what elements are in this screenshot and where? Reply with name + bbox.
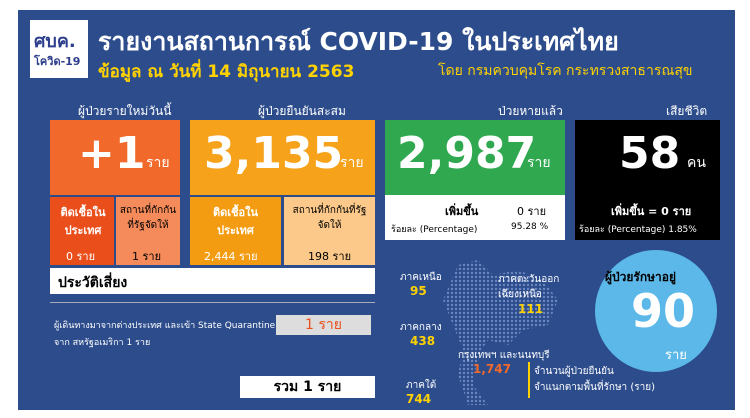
total-quarantine: สถานที่กักกันที่รัฐจัดให้ 198 ราย	[284, 197, 375, 265]
region-name: ภาคกลาง	[400, 322, 442, 333]
value: 1 ราย	[132, 250, 162, 263]
risk-header: ประวัติเสี่ยง	[50, 268, 375, 294]
total-label: ผู้ป่วยยืนยันสะสม	[258, 104, 346, 118]
region-value: 744	[406, 392, 432, 406]
total-value: 3,135	[204, 128, 344, 179]
rec-inc-label: เพิ่มขึ้น	[445, 205, 479, 218]
value: 2,444 ราย	[204, 250, 258, 263]
death-unit: คน	[687, 155, 706, 171]
total-local: ติดเชื้อในประเทศ 2,444 ราย	[190, 197, 281, 265]
risk-line2: จาก สหรัฐอเมริกา 1 ราย	[54, 338, 151, 348]
rec-pct-value: 95.28 %	[511, 222, 549, 232]
treatment-circle: ผู้ป่วยรักษาอยู่ 90 ราย	[595, 250, 717, 372]
label: สถานที่กักกันที่รัฐจัดให้	[292, 205, 367, 231]
logo-box: ศบค. โควิด-19	[30, 20, 88, 78]
map	[443, 260, 558, 405]
death-pct: ร้อยละ (Percentage) 1.85%	[579, 225, 697, 235]
total-unit: ราย	[340, 155, 364, 171]
new-local: ติดเชื้อในประเทศ 0 ราย	[50, 197, 114, 265]
rec-inc-value: 0 ราย	[517, 205, 547, 218]
value: 198 ราย	[308, 250, 352, 263]
region-value: 438	[410, 334, 436, 348]
rec-label: ป่วยหายแล้ว	[498, 104, 563, 118]
panel: ศบค. โควิด-19 รายงานสถานการณ์ COVID-19 ใ…	[18, 10, 735, 410]
rec-pct-label: ร้อยละ (Percentage)	[391, 225, 478, 235]
region-value: 111	[518, 302, 544, 316]
rec-card: 2,987 ราย เพิ่มขึ้น 0 ราย ร้อยละ (Percen…	[385, 120, 565, 240]
death-inc: เพิ่มขึ้น = 0 ราย	[611, 205, 692, 218]
death-card: 58 คน เพิ่มขึ้น = 0 ราย ร้อยละ (Percenta…	[575, 120, 720, 240]
new-unit: ราย	[146, 155, 170, 171]
date: ข้อมูล ณ วันที่ 14 มิถุนายน 2563	[98, 62, 355, 82]
total-card: 3,135 ราย	[190, 120, 375, 195]
rec-value: 2,987	[397, 128, 537, 179]
new-card: +1 ราย	[50, 120, 180, 195]
death-label: เสียชีวิต	[666, 104, 708, 118]
value: 0 ราย	[66, 250, 96, 263]
source: โดย กรมควบคุมโรค กระทรวงสาธารณสุข	[438, 63, 693, 79]
region-name: ภาคเหนือ	[400, 272, 442, 283]
region-value: 95	[410, 284, 427, 298]
region-name: กรุงเทพฯ และนนทบุรี	[458, 350, 550, 361]
treatment-value: 90	[631, 284, 696, 338]
new-value: +1	[78, 128, 146, 179]
label: ติดเชื้อในประเทศ	[212, 206, 258, 237]
region-value: 1,747	[473, 362, 511, 376]
risk-total: รวม 1 ราย	[240, 376, 375, 398]
death-value: 58	[619, 128, 681, 179]
label: สถานที่กักกันที่รัฐจัดให้	[119, 205, 177, 231]
map-note: จำนวนผู้ป่วยยืนยัน	[534, 366, 614, 377]
risk-count: 1 ราย	[276, 315, 371, 335]
new-label: ผู้ป่วยรายใหม่วันนี้	[78, 104, 172, 118]
logo: ศบค.	[34, 31, 76, 52]
title: รายงานสถานการณ์ COVID-19 ในประเทศไทย	[98, 27, 619, 56]
rec-unit: ราย	[527, 155, 551, 171]
risk-title: ประวัติเสี่ยง	[58, 275, 128, 291]
region-name: ภาคตะวันออกเฉียงเหนือ	[498, 274, 560, 300]
risk-line1: ผู้เดินทางมาจากต่างประเทศ และเข้า State …	[54, 321, 276, 331]
logo-sub: โควิด-19	[34, 55, 81, 68]
map-note: จำแนกตามพื้นที่รักษา (ราย)	[534, 382, 655, 393]
new-quarantine: สถานที่กักกันที่รัฐจัดให้ 1 ราย	[116, 197, 180, 265]
region-name: ภาคใต้	[406, 380, 437, 391]
treatment-label: ผู้ป่วยรักษาอยู่	[605, 270, 677, 284]
treatment-unit: ราย	[665, 348, 687, 363]
label: ติดเชื้อในประเทศ	[60, 206, 106, 237]
